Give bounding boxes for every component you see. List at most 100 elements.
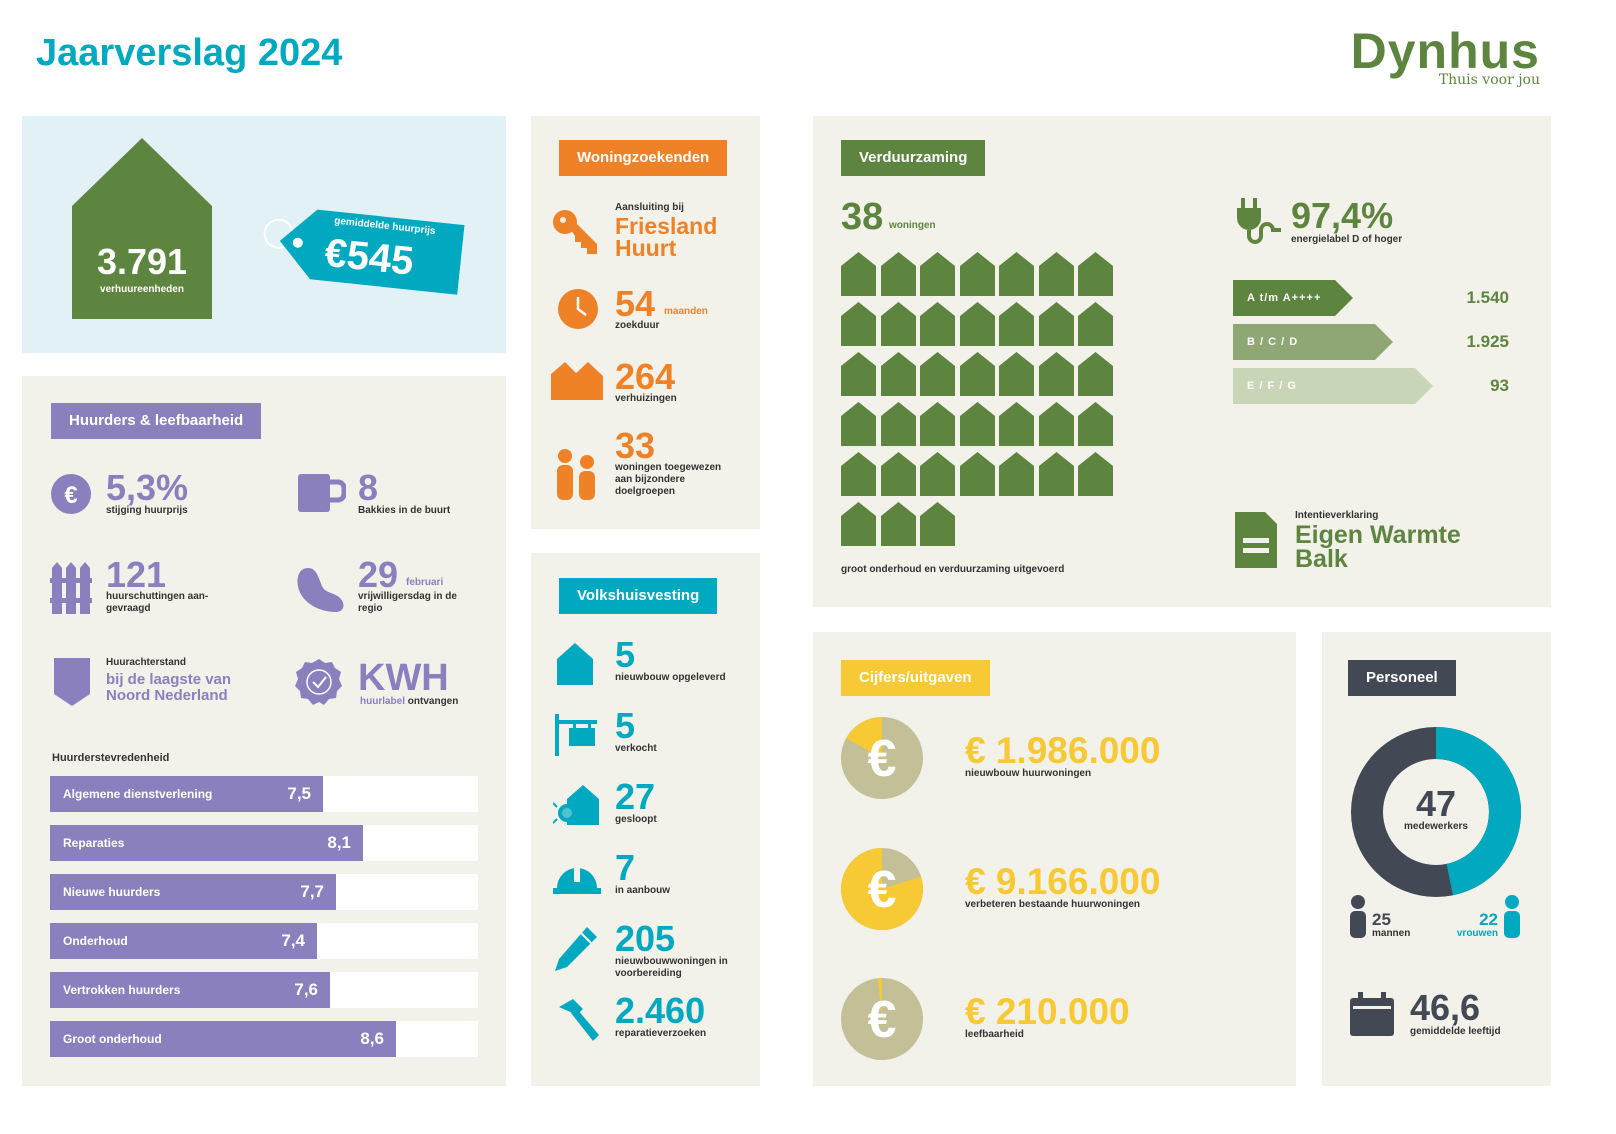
sustain-panel: Verduurzaming 38 woningen groot onderhou… (813, 116, 1551, 607)
assigned-label: woningen toegewezen aan bijzondere doelg… (615, 462, 722, 497)
satisfaction-label: Algemene dienstverlening (63, 787, 213, 801)
figure-label: nieuwbouw huurwoningen (965, 768, 1092, 779)
home-icon (880, 502, 916, 546)
logo-tagline: Thuis voor jou (1438, 72, 1540, 88)
euro-glyph: € (868, 730, 897, 788)
home-icon (920, 302, 955, 346)
house-shape-icon (72, 138, 212, 319)
shield-icon (54, 658, 90, 706)
men-label: mannen (1372, 928, 1411, 939)
tag-shape-icon (263, 209, 465, 295)
home-icon (999, 452, 1034, 496)
energy-label-name: B / C / D (1247, 336, 1299, 348)
seekers-title: Woningzoekenden (559, 140, 728, 176)
home-icon (1078, 402, 1113, 446)
plug-icon (1237, 198, 1281, 244)
demolition-icon (553, 785, 599, 825)
women-value: 22 (1479, 910, 1498, 929)
figure-amount: € 210.000 (965, 991, 1130, 1032)
home-icon (999, 302, 1034, 346)
coffee-value: 8 (358, 467, 379, 508)
house-icon (557, 643, 593, 685)
euro-coin-icon: € (51, 474, 91, 514)
age-label: gemiddelde leeftijd (1410, 1026, 1501, 1037)
figure-amount: € 9.166.000 (965, 861, 1161, 902)
satisfaction-value: 8,6 (360, 1029, 384, 1048)
certificate-seal-icon (295, 659, 342, 705)
home-icon (1078, 252, 1113, 296)
home-icon (1038, 352, 1074, 396)
energy-label-name: E / F / G (1247, 380, 1297, 392)
heart-icon (297, 568, 344, 612)
home-icon (959, 252, 995, 296)
volunteer-label: vrijwilligersdag in de regio (358, 591, 457, 614)
moves-value: 264 (615, 356, 676, 397)
home-icon (841, 502, 876, 546)
donut-women (1435, 727, 1521, 896)
home-icon (920, 352, 955, 396)
home-icon (1078, 452, 1113, 496)
energy-value: 97,4% (1291, 195, 1394, 236)
kwh-value: KWH (358, 657, 449, 699)
intent-text: Eigen Warmte Balk (1295, 521, 1461, 573)
satisfaction-label: Nieuwe huurders (63, 885, 161, 899)
clock-icon (558, 289, 598, 329)
woman-icon (1504, 895, 1520, 938)
calendar-icon (1350, 992, 1394, 1036)
energy-label: energielabel D of hoger (1291, 234, 1403, 245)
tenants-title: Huurders & leefbaarheid (51, 403, 262, 439)
home-icon (959, 402, 995, 446)
fences-label: huurschuttingen aan-gevraagd (106, 591, 209, 614)
euro-pie-icon: € (841, 978, 923, 1060)
satisfaction-row: Algemene dienstverlening 7,5 (50, 776, 478, 812)
satisfaction-label: Vertrokken huurders (63, 983, 181, 997)
dynhus-logo: Dynhus Thuis voor jou (1351, 22, 1544, 94)
home-icon (1038, 452, 1074, 496)
satisfaction-row: Nieuwe huurders 7,7 (50, 874, 478, 910)
energy-labels: A t/m A++++ 1.540 B / C / D 1.925 E / F / G 9… (1233, 280, 1533, 410)
key-icon (553, 210, 597, 254)
fences-value: 121 (106, 554, 167, 595)
age-value: 46,6 (1410, 987, 1481, 1028)
satisfaction-row: Vertrokken huurders 7,6 (50, 972, 478, 1008)
home-icon (841, 302, 876, 346)
figures-title: Cijfers/uitgaven (841, 660, 990, 696)
svg-text:€: € (64, 482, 77, 509)
satisfaction-bar (50, 923, 317, 959)
home-icon (880, 302, 916, 346)
membership-text: Friesland Huurt (615, 213, 718, 261)
satisfaction-bar (50, 1021, 396, 1057)
units-value: 3.791 (96, 241, 188, 282)
home-icon (959, 302, 995, 346)
arrears-text: bij de laagste van Noord Nederland (106, 671, 232, 704)
satisfaction-bar (50, 825, 363, 861)
housing-list: 5 nieuwbouw opgeleverd 5 verkocht 27 gesloopt… (531, 637, 760, 1077)
pencil-icon (555, 927, 597, 971)
volunteer-value: 29 (358, 554, 399, 595)
rent-increase-label: stijging huurprijs (106, 505, 188, 516)
energy-label-value: 1.925 (1466, 332, 1509, 351)
home-icon (841, 252, 876, 296)
energy-arrow (1233, 324, 1393, 360)
intent-small: Intentieverklaring (1295, 510, 1379, 521)
home-icon (880, 452, 916, 496)
moves-label: verhuizingen (615, 393, 677, 404)
euro-glyph: € (868, 991, 897, 1049)
staff-donut-chart (1351, 727, 1521, 897)
home-icon (959, 352, 995, 396)
page-title: Jaarverslag 2024 (36, 32, 343, 74)
housing-label: gesloopt (615, 814, 657, 825)
staff-panel: Personeel 47 medewerkers 25 mannen 22 vr… (1322, 632, 1551, 1086)
fence-icon (50, 562, 92, 614)
home-icon (999, 402, 1034, 446)
satisfaction-bar (50, 776, 323, 812)
home-icon (880, 402, 916, 446)
satisfaction-row: Reparaties 8,1 (50, 825, 478, 861)
hammer-icon (559, 999, 599, 1041)
satisfaction-label: Groot onderhoud (63, 1032, 162, 1046)
pie-slice (846, 717, 882, 758)
housing-title: Volkshuisvesting (559, 578, 718, 614)
home-icon (999, 352, 1034, 396)
pie-slice (877, 978, 882, 1019)
euro-pie-icon: € (841, 717, 923, 799)
